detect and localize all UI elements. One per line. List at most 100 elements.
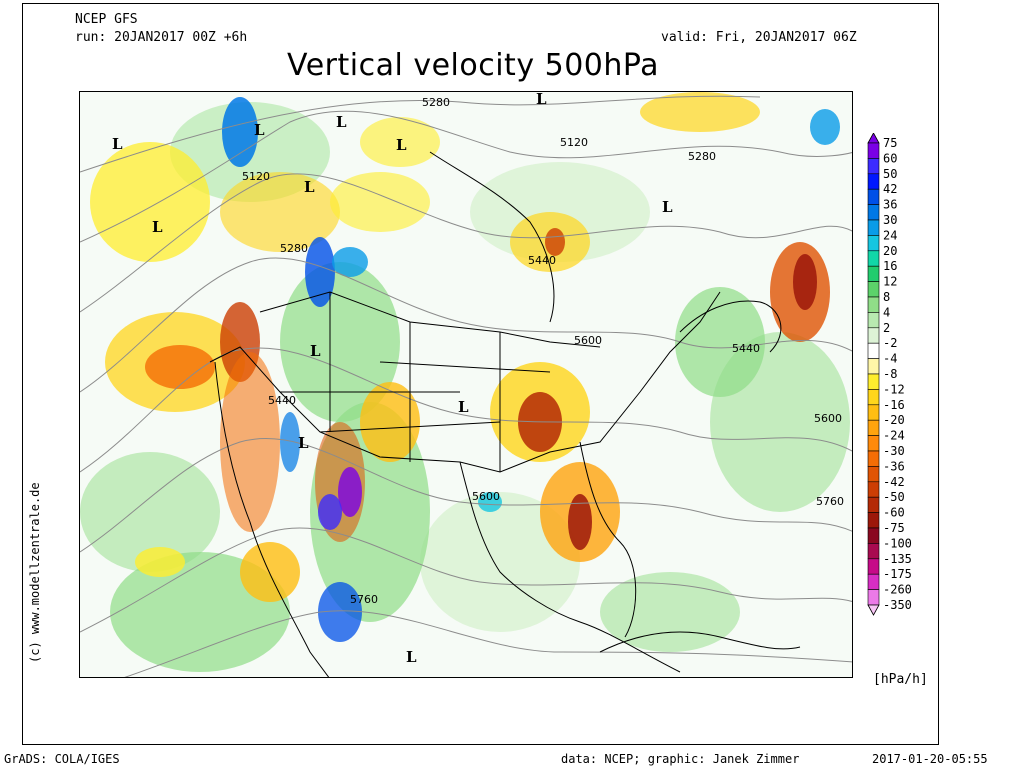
contour-label: 5760 — [816, 495, 844, 508]
contour-label: 5600 — [472, 490, 500, 503]
legend-label: -50 — [883, 490, 905, 504]
valid-time: valid: Fri, 20JAN2017 06Z — [661, 30, 857, 45]
legend-label: 20 — [883, 244, 897, 258]
legend-swatch — [867, 589, 880, 606]
contour-label: 5440 — [268, 394, 296, 407]
low-marker: L — [152, 218, 163, 236]
legend-label: -75 — [883, 521, 905, 535]
legend-label: -260 — [883, 583, 912, 597]
legend-swatch — [867, 188, 880, 205]
legend-label: -30 — [883, 444, 905, 458]
legend-swatch — [867, 558, 880, 575]
legend-swatch — [867, 573, 880, 590]
legend-swatch — [867, 204, 880, 221]
low-marker: L — [254, 121, 265, 139]
model-name: NCEP GFS — [75, 12, 138, 27]
data-credit: data: NCEP; graphic: Janek Zimmer — [561, 752, 800, 766]
legend-label: -2 — [883, 336, 897, 350]
low-markers: L L L L L L L L L L L L — [112, 92, 673, 666]
legend-swatch — [867, 419, 880, 436]
legend-swatch — [867, 173, 880, 190]
legend-label: -20 — [883, 413, 905, 427]
contour-label: 5760 — [350, 593, 378, 606]
legend-label: -350 — [883, 598, 912, 612]
legend-label: 2 — [883, 321, 890, 335]
color-legend: 75 60 50 42 36 30 24 20 16 12 8 4 2 -2 -4 -8 -12 -16 -20 -2… — [862, 132, 932, 628]
legend-label: -4 — [883, 352, 897, 366]
legend-label: -42 — [883, 475, 905, 489]
timestamp: 2017-01-20-05:55 — [872, 752, 988, 766]
height-contours — [80, 95, 852, 677]
contour-label: 5600 — [574, 334, 602, 347]
legend-label: -12 — [883, 382, 905, 396]
legend-label: 36 — [883, 198, 897, 212]
legend-label: -16 — [883, 398, 905, 412]
legend-label: -175 — [883, 567, 912, 581]
copyright-text: (c) www.modellzentrale.de — [28, 482, 42, 663]
contour-label: 5120 — [560, 136, 588, 149]
legend-swatch — [867, 158, 880, 175]
legend-label: 42 — [883, 182, 897, 196]
low-marker: L — [406, 648, 417, 666]
legend-label: -36 — [883, 459, 905, 473]
legend-label: 16 — [883, 259, 897, 273]
low-marker: L — [304, 178, 315, 196]
political-borders — [209, 151, 801, 677]
low-marker: L — [662, 198, 673, 216]
legend-swatch — [867, 404, 880, 421]
contour-label: 5120 — [242, 170, 270, 183]
legend-units: [hPa/h] — [873, 672, 928, 687]
plot-frame — [22, 3, 939, 745]
legend-label: 24 — [883, 228, 897, 242]
low-marker: L — [458, 398, 469, 416]
legend-swatch — [867, 481, 880, 498]
velocity-field — [80, 92, 850, 672]
contour-labels: 5280 5120 5120 5280 5280 5440 5440 5600 … — [242, 96, 844, 606]
legend-label: 4 — [883, 305, 890, 319]
legend-swatch — [867, 342, 880, 359]
legend-swatch — [867, 527, 880, 544]
low-marker: L — [310, 342, 321, 360]
legend-arrow-bottom — [867, 604, 880, 616]
legend-arrow-top — [867, 132, 880, 144]
weather-map: 5280 5120 5120 5280 5280 5440 5440 5600 … — [79, 91, 853, 678]
legend-label: -135 — [883, 552, 912, 566]
legend-swatch — [867, 389, 880, 406]
low-marker: L — [536, 92, 547, 108]
legend-swatch — [867, 496, 880, 513]
chart-title: Vertical velocity 500hPa — [287, 48, 660, 83]
contour-label: 5600 — [814, 412, 842, 425]
legend-swatch — [867, 466, 880, 483]
low-marker: L — [336, 113, 347, 131]
legend-label: 8 — [883, 290, 890, 304]
legend-swatch — [867, 281, 880, 298]
low-marker: L — [396, 136, 407, 154]
legend-label: -60 — [883, 506, 905, 520]
legend-swatch — [867, 219, 880, 236]
legend-swatch — [867, 512, 880, 529]
legend-label: 50 — [883, 167, 897, 181]
legend-swatch — [867, 312, 880, 329]
legend-swatch — [867, 250, 880, 267]
legend-label: 30 — [883, 213, 897, 227]
legend-swatch — [867, 435, 880, 452]
legend-swatch — [867, 142, 880, 159]
legend-label: 12 — [883, 275, 897, 289]
legend-label: 60 — [883, 151, 897, 165]
run-time: run: 20JAN2017 00Z +6h — [75, 30, 248, 45]
legend-swatch — [867, 327, 880, 344]
contour-label: 5280 — [280, 242, 308, 255]
legend-swatch — [867, 265, 880, 282]
legend-swatch — [867, 358, 880, 375]
legend-label: 75 — [883, 136, 897, 150]
contour-label: 5440 — [732, 342, 760, 355]
software-credit: GrADS: COLA/IGES — [4, 752, 120, 766]
legend-label: -100 — [883, 536, 912, 550]
low-marker: L — [298, 434, 309, 452]
legend-swatch — [867, 373, 880, 390]
contour-label: 5280 — [422, 96, 450, 109]
contour-label: 5280 — [688, 150, 716, 163]
contour-label: 5440 — [528, 254, 556, 267]
legend-swatch — [867, 296, 880, 313]
legend-swatch — [867, 450, 880, 467]
